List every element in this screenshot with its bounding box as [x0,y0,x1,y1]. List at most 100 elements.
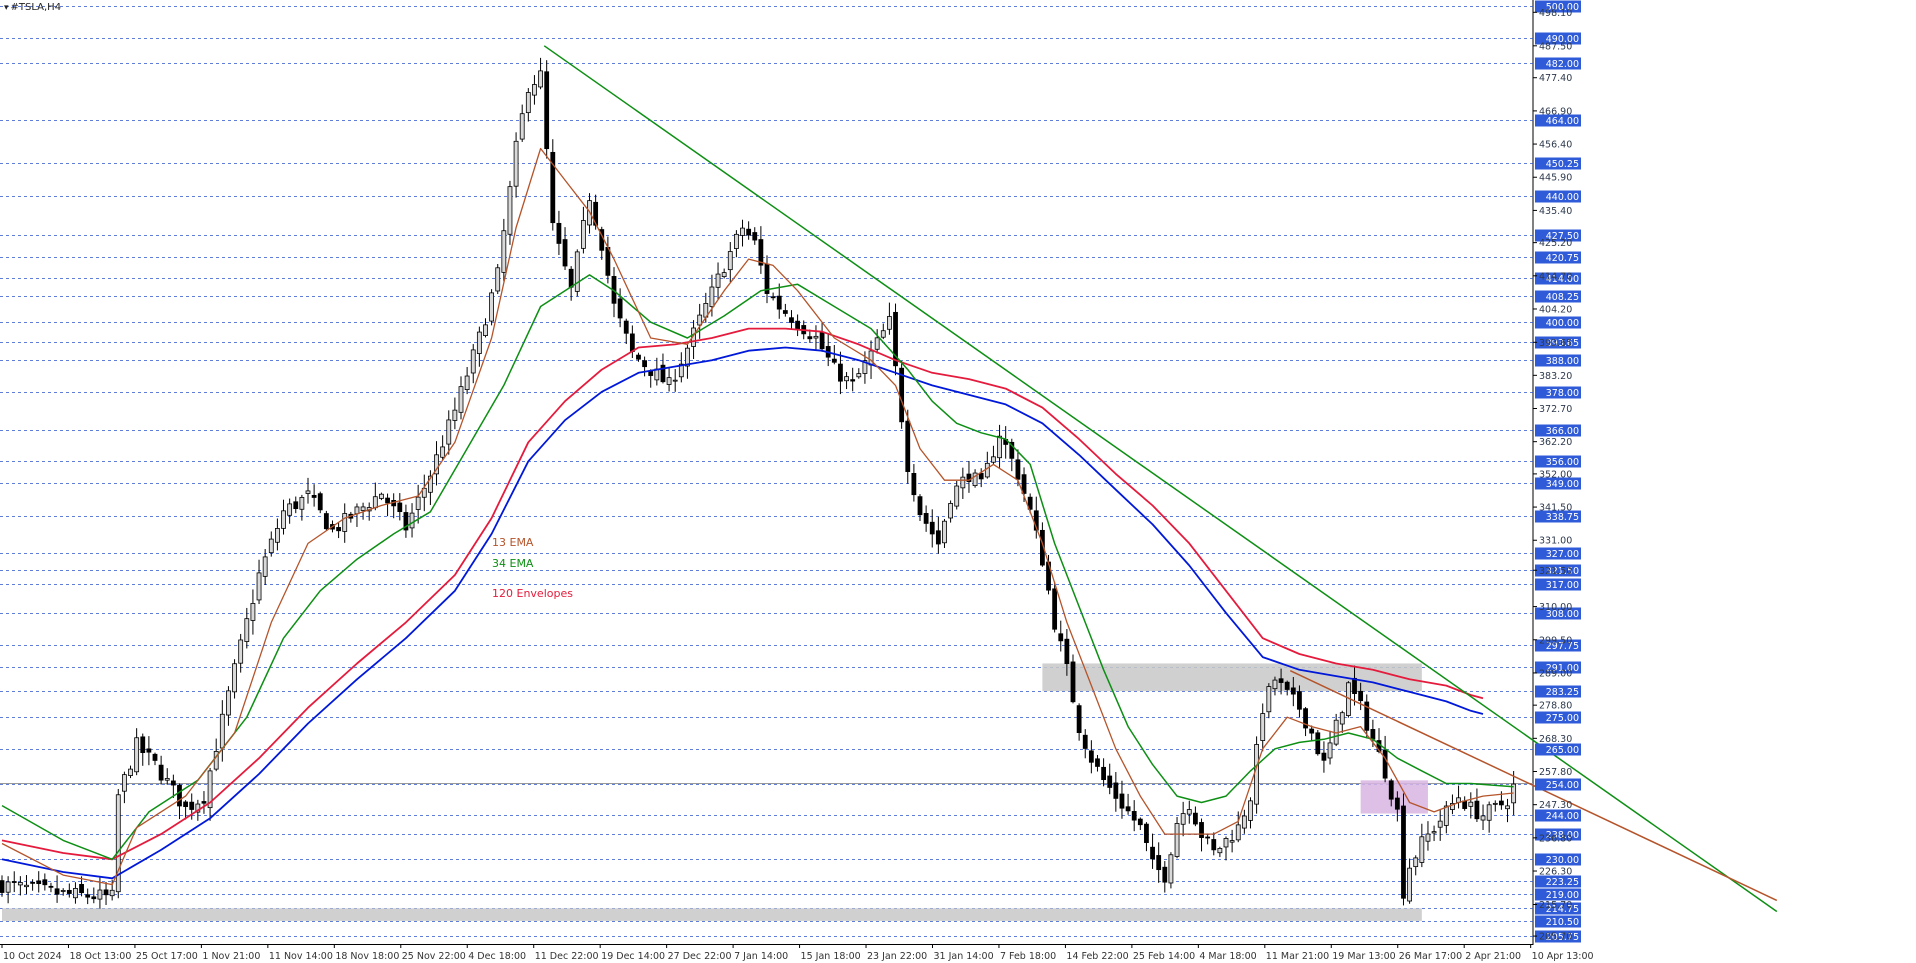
candle-body [1174,823,1180,857]
symbol-label: ▾ #TSLA,H4 [4,2,61,13]
price-tick-label: 352.00 [1539,469,1572,480]
level-box [1535,661,1581,674]
time-tick-label: 25 Oct 17:00 [136,951,198,962]
candles [0,57,1517,909]
level-box-label: 490.00 [1546,34,1579,45]
level-box-label: 275.00 [1546,713,1579,724]
level-box-label: 283.25 [1546,687,1579,698]
level-box [1535,229,1581,242]
candle-body [868,350,874,366]
candle-body [1125,806,1131,812]
candle-body [305,490,311,494]
candle-body [164,778,170,781]
candle-body [758,239,764,266]
candle-body [446,419,452,445]
level-box-label: 464.00 [1546,116,1579,127]
level-box [1535,685,1581,698]
candle-body [1254,744,1259,805]
candle-body [1070,661,1076,703]
candle-body [262,556,268,577]
time-tick-label: 31 Jan 14:00 [933,951,993,962]
candle-body [844,376,849,382]
level-box [1535,424,1581,437]
candle-body [342,513,348,532]
candle-body [1144,823,1149,843]
candle-body [1315,732,1321,755]
level-box [1535,336,1581,349]
level-box [1535,828,1581,841]
time-tick-label: 4 Dec 18:00 [468,951,526,962]
candle-body [244,618,250,642]
time-tick-label: 18 Nov 18:00 [335,951,399,962]
candle-body [1419,836,1425,863]
level-box [1535,251,1581,264]
price-tick-label: 383.20 [1539,371,1572,382]
candle-body [452,409,458,421]
level-box [1535,809,1581,822]
level-box [1535,477,1581,490]
candle-body [1358,690,1364,702]
candle-body [311,495,317,498]
candle-body [48,885,54,888]
candle-body [617,298,623,319]
level-box [1535,57,1581,70]
indicator-lines [1,147,1514,886]
candle-body [831,358,837,363]
dropdown-triangle-icon[interactable]: ▾ [4,3,9,13]
candle-body [568,268,574,288]
candle-body [1033,510,1039,531]
level-box [1535,316,1581,329]
candle-body [562,239,568,267]
candle-body [1388,780,1394,800]
price-scale: 500.00 490.00 482.00 464.00 450.25 440.00 427.… [1533,0,1581,943]
candle-body [1052,588,1058,630]
candle-body [140,736,146,753]
level-box-label: 366.00 [1546,426,1579,437]
price-tick-label: 236.80 [1539,833,1572,844]
time-tick-label: 1 Nov 21:00 [202,951,260,962]
candle-body [1082,734,1088,749]
candle-body [1370,729,1376,740]
candle-body [795,320,800,330]
candle-body [605,246,611,276]
candle-body [942,520,947,544]
level-box-label: 244.00 [1546,811,1579,822]
candle-body [97,889,103,900]
candle-body [1303,708,1308,729]
candle-body [336,527,342,532]
candle-body [274,528,280,543]
candle-body [73,888,78,899]
candle-body [1137,818,1143,826]
candle-body [636,354,641,360]
level-box-label: 338.75 [1546,512,1579,523]
candle-body [256,572,262,601]
price-tick-label: 331.00 [1539,536,1572,547]
candle-body [709,286,715,308]
time-tick-label: 11 Nov 14:00 [269,951,333,962]
price-tick-label: 289.00 [1539,668,1572,679]
candle-body [856,373,862,378]
candle-body [789,317,794,323]
candle-body [409,512,415,529]
level-box-label: 214.75 [1546,904,1579,915]
candle-body [1492,802,1498,805]
annotation-ema13: 13 EMA [492,536,534,549]
candle-body [1394,797,1400,810]
envelope-upper-line [1,327,1484,861]
candle-body [66,889,72,894]
candle-body [201,801,207,804]
time-tick-label: 10 Oct 2024 [3,951,62,962]
annotations: 13 EMA 34 EMA 120 Envelopes [492,536,573,600]
time-tick-label: 7 Jan 14:00 [734,951,788,962]
candle-body [177,784,182,807]
annotation-ema34: 34 EMA [492,557,534,570]
candle-body [1505,805,1510,810]
candle-body [1352,677,1357,695]
price-tick-label: 321.50 [1539,566,1572,577]
candle-body [281,510,286,529]
candle-body [1297,691,1302,710]
candle-body [1272,679,1278,690]
candle-body [372,496,378,509]
candle-body [807,336,813,340]
candle-body [0,880,5,893]
